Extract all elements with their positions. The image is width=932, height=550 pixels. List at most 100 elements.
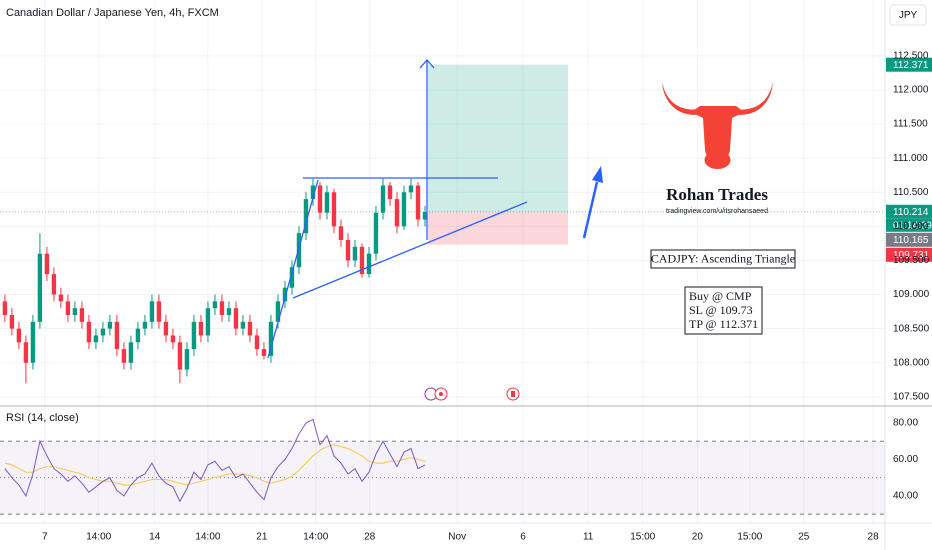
candle-body: [156, 301, 162, 322]
candles: [2, 178, 428, 384]
candle-body: [93, 335, 99, 343]
candle-body: [177, 342, 183, 370]
y-tick-label: 112.000: [893, 85, 929, 96]
y-tick-label: 112.500: [893, 51, 929, 62]
candle-body: [345, 240, 351, 261]
candle-body: [359, 246, 365, 275]
price-labels: 112.371 110.214 01:14:29 110.165 109.731: [886, 57, 932, 262]
candle-body: [191, 321, 197, 350]
countdown: 01:14:29: [893, 220, 932, 231]
candle-body: [324, 192, 330, 213]
x-tick-label: 14: [149, 532, 161, 543]
y-tick-label: 111.500: [893, 119, 928, 130]
x-tick-label: 15:00: [630, 532, 655, 543]
candle-body: [380, 185, 386, 213]
y-tick-label: 110.500: [893, 187, 929, 198]
rsi-title: RSI (14, close): [6, 412, 79, 424]
candle-body: [373, 212, 379, 254]
current-price-label-bg: [886, 204, 932, 219]
candle-body: [289, 267, 295, 288]
y-tick-label: 60.00: [893, 454, 918, 465]
candle-body: [387, 185, 393, 200]
target-price-label: 112.371: [893, 60, 929, 71]
brand: Rohan Trades: [666, 185, 768, 204]
candle-body: [219, 301, 225, 315]
currency-button[interactable]: [889, 4, 927, 26]
note: TP @ 112.371: [689, 317, 758, 331]
candle-body: [2, 301, 8, 315]
countdown-bg: [886, 218, 932, 232]
candle-body: [401, 192, 407, 227]
stop-price-label-bg: [886, 247, 932, 262]
rsi-ma-line: [4, 444, 426, 486]
y-tick-label: 80.00: [893, 418, 918, 429]
candle-body: [303, 199, 309, 234]
x-tick-label: 28: [868, 532, 880, 543]
y-tick-label: 111.000: [893, 153, 928, 164]
candle-body: [163, 321, 169, 336]
triangle-drawing: [267, 59, 528, 359]
candle-body: [408, 185, 414, 193]
y-tick-label: 40.00: [893, 491, 918, 502]
candle-body: [331, 192, 337, 227]
candle-body: [170, 335, 176, 343]
x-tick-label: 14:00: [303, 532, 328, 543]
y-tick-label: 109.500: [893, 255, 930, 266]
bull-logo: [662, 82, 773, 169]
symbol-title: Canadian Dollar / Japanese Yen, 4h, FXCM: [6, 7, 219, 19]
y-tick-label: 108.000: [893, 357, 930, 368]
candle-body: [149, 301, 155, 322]
candle-body: [226, 308, 232, 315]
candle-body: [296, 233, 302, 268]
loss-zone: [428, 211, 568, 245]
rsi-band: [0, 441, 885, 515]
x-tick-label: 14:00: [86, 532, 111, 543]
profit-zone: [428, 64, 568, 212]
y-tick-label: 107.500: [893, 391, 930, 402]
candle-body: [44, 253, 50, 275]
candle-body: [422, 212, 428, 220]
candle-body: [254, 335, 260, 350]
rsi-line: [4, 418, 426, 503]
pattern-label: CADJPY: Ascending Triangle: [651, 251, 795, 265]
candle-body: [352, 246, 358, 261]
brand-url: tradingview.com/u/itsrohansaeed: [666, 208, 768, 215]
y-tick-label: 110.000: [893, 221, 929, 232]
candle-body: [79, 308, 85, 322]
candle-body: [65, 301, 71, 315]
candle-body: [86, 321, 92, 343]
candle-body: [121, 349, 127, 363]
candle-body: [100, 328, 106, 336]
currency[interactable]: JPY: [899, 10, 918, 21]
candle-body: [23, 342, 29, 363]
candle-body: [37, 253, 43, 322]
candle-body: [128, 342, 134, 363]
candle-body: [338, 226, 344, 240]
candle-body: [317, 185, 323, 213]
candle-body: [366, 253, 372, 275]
candle-body: [415, 185, 421, 220]
x-tick-label: 21: [256, 532, 268, 543]
candle-body: [268, 321, 274, 356]
candle-body: [261, 349, 267, 356]
y-tick-label: 109.000: [893, 289, 930, 300]
candle-body: [58, 294, 64, 302]
x-tick-label: 11: [583, 532, 594, 543]
stop-price-label: 109.731: [893, 250, 930, 261]
last-price-label: 110.165: [893, 235, 929, 246]
candle-body: [9, 315, 15, 329]
candle-body: [394, 199, 400, 227]
last-price-bg: [886, 232, 932, 247]
candle-body: [72, 308, 78, 315]
x-tick-label: 7: [42, 532, 48, 543]
candle-body: [184, 349, 190, 370]
candle-body: [212, 301, 218, 309]
current-price-label: 110.214: [893, 207, 929, 218]
candle-body: [30, 321, 36, 363]
candle-body: [310, 185, 316, 200]
x-tick-label: Nov: [448, 532, 466, 543]
candle-body: [233, 308, 239, 329]
candle-body: [142, 321, 148, 329]
candle-body: [107, 321, 113, 329]
